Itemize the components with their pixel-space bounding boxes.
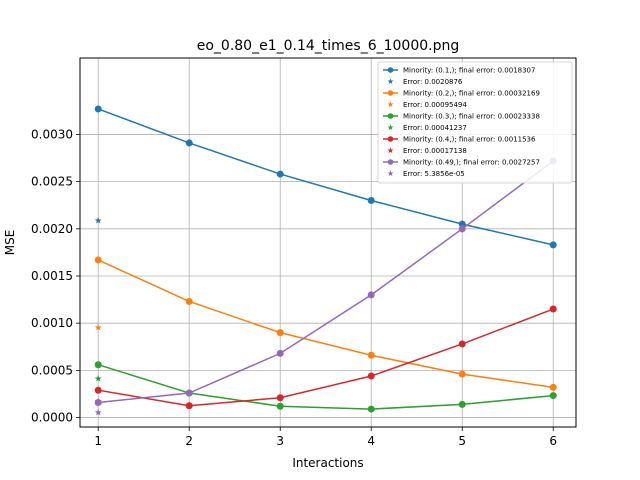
x-tick-label: 5 — [458, 434, 466, 448]
data-point — [549, 241, 557, 249]
data-point — [94, 361, 102, 369]
data-point — [367, 351, 375, 359]
data-point — [94, 105, 102, 113]
legend: Minority: (0.1,); final error: 0.0018307… — [377, 61, 573, 184]
data-point — [276, 394, 284, 402]
legend-entry-star: Error: 0.0020876 — [387, 78, 463, 86]
plot-data — [94, 105, 557, 416]
series-line — [97, 259, 554, 389]
data-point — [458, 370, 466, 378]
legend-entry-star: Error: 0.00041237 — [387, 124, 467, 132]
data-point — [276, 170, 284, 178]
legend-marker — [387, 136, 394, 142]
legend-label: Error: 5.3856e-05 — [403, 170, 465, 178]
data-point — [458, 400, 466, 408]
y-tick-label: 0.0010 — [31, 316, 73, 330]
legend-marker — [387, 67, 394, 73]
legend-entry-line: Minority: (0.3,); final error: 0.0002333… — [383, 113, 540, 121]
legend-entry-star: Error: 0.00017138 — [387, 147, 467, 155]
data-point — [458, 225, 466, 233]
y-tick-label: 0.0000 — [31, 411, 73, 425]
data-point — [458, 340, 466, 348]
data-point — [367, 405, 375, 413]
error-star-marker — [94, 323, 102, 331]
data-point — [185, 139, 193, 147]
y-tick-label: 0.0020 — [31, 222, 73, 236]
data-point — [185, 402, 193, 410]
error-star-marker — [94, 408, 102, 416]
legend-entry-star: Error: 0.00095494 — [387, 101, 467, 109]
legend-star-marker — [387, 101, 394, 108]
x-axis-label: Interactions — [292, 456, 363, 470]
legend-star-marker — [387, 124, 394, 131]
data-point — [94, 398, 102, 406]
error-star-marker — [94, 375, 102, 382]
data-point — [94, 386, 102, 394]
data-point — [367, 197, 375, 205]
y-tick-label: 0.0005 — [31, 363, 73, 377]
grid-lines — [80, 58, 576, 427]
legend-star-marker — [387, 78, 394, 85]
legend-marker — [387, 113, 394, 119]
chart-title: eo_0.80_e1_0.14_times_6_10000.png — [197, 38, 460, 54]
series-line — [98, 160, 554, 404]
y-tick-label: 0.0025 — [31, 175, 73, 189]
legend-label: Error: 0.00017138 — [403, 147, 467, 155]
series-line — [97, 108, 554, 246]
series-1 — [94, 105, 557, 249]
legend-box — [377, 61, 573, 184]
series-line — [97, 363, 554, 410]
legend-entry-line: Minority: (0.4,); final error: 0.0011536 — [383, 136, 536, 144]
data-point — [367, 372, 375, 380]
data-point — [185, 389, 193, 397]
data-point — [549, 383, 557, 391]
legend-entry-star: Error: 5.3856e-05 — [387, 170, 465, 178]
data-point — [549, 392, 557, 400]
data-point — [549, 305, 557, 313]
legend-entry-line: Minority: (0.1,); final error: 0.0018307 — [383, 67, 535, 75]
axis-ticks: 1 2 3 4 5 6 0.0000 0.0005 0.0010 0.0015 0.0020 0.00… — [31, 127, 557, 448]
legend-label: Error: 0.00041237 — [403, 124, 467, 132]
legend-star-marker — [387, 170, 394, 177]
legend-marker — [387, 90, 394, 96]
y-axis-label: MSE — [3, 230, 17, 256]
data-point — [94, 256, 102, 264]
series-3 — [94, 361, 557, 413]
x-tick-label: 2 — [185, 434, 193, 448]
series-line — [98, 308, 554, 407]
series-2 — [94, 256, 557, 391]
legend-label: Minority: (0.4,); final error: 0.0011536 — [403, 136, 536, 144]
data-point — [276, 349, 284, 357]
x-tick-label: 4 — [367, 434, 375, 448]
legend-label: Minority: (0.1,); final error: 0.0018307 — [403, 67, 535, 75]
data-point — [276, 329, 284, 337]
data-point — [276, 402, 284, 410]
legend-label: Minority: (0.49,); final error: 0.002725… — [403, 159, 540, 167]
legend-label: Error: 0.0020876 — [403, 78, 463, 86]
y-tick-label: 0.0015 — [31, 269, 73, 283]
legend-entry-line: Minority: (0.49,); final error: 0.002725… — [383, 159, 540, 167]
x-tick-label: 6 — [549, 434, 557, 448]
legend-label: Error: 0.00095494 — [403, 101, 467, 109]
x-tick-label: 1 — [94, 434, 102, 448]
y-tick-label: 0.0030 — [31, 127, 73, 141]
data-point — [367, 291, 375, 299]
legend-label: Minority: (0.2,); final error: 0.0003216… — [403, 90, 540, 98]
legend-label: Minority: (0.3,); final error: 0.0002333… — [403, 113, 540, 121]
legend-entry-line: Minority: (0.2,); final error: 0.0003216… — [383, 90, 540, 98]
x-tick-label: 3 — [276, 434, 284, 448]
legend-star-marker — [387, 147, 394, 154]
legend-marker — [387, 159, 394, 165]
axes-frame — [79, 57, 577, 428]
data-point — [185, 297, 193, 305]
error-star-marker — [94, 216, 102, 224]
